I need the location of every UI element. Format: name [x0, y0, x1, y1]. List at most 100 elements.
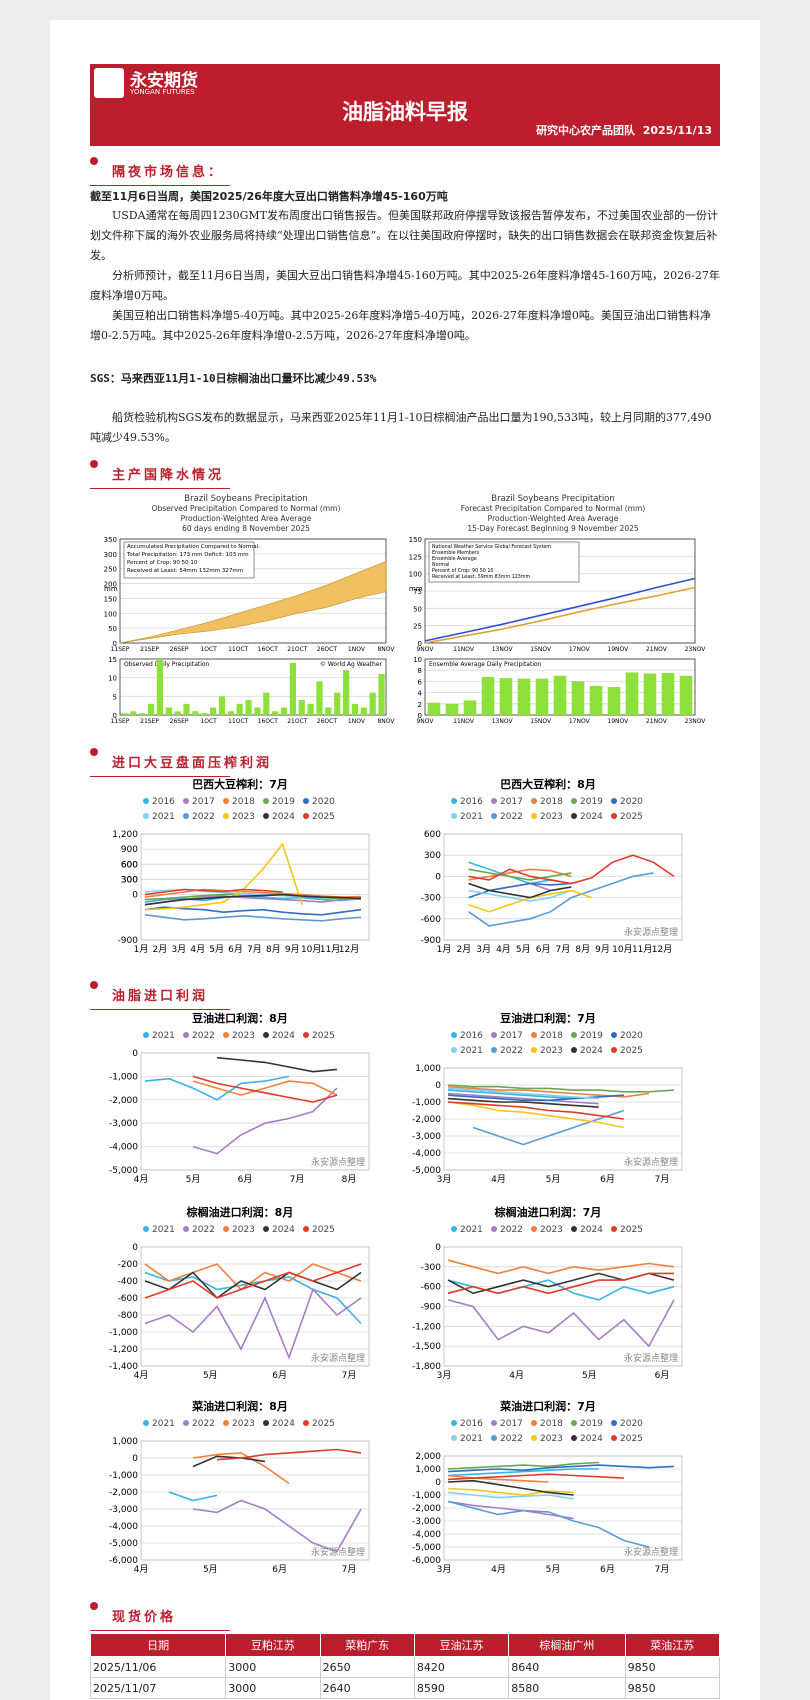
- legend-label: 2016: [152, 797, 175, 807]
- paragraph: USDA通常在每周四1230GMT发布周度出口销售报告。但美国联邦政府停摆导致该…: [90, 209, 718, 262]
- bar: [218, 696, 226, 715]
- x-tick-label: 1OCT: [200, 718, 217, 725]
- x-tick-label: 1月: [134, 944, 149, 955]
- y-tick-label: 8: [418, 667, 422, 675]
- chart-title: 60 days ending 8 November 2025: [182, 524, 310, 533]
- chart-title: 15-Day Forecast Beginning 9 November 202…: [467, 524, 639, 533]
- y-tick-label: 10: [108, 675, 117, 683]
- source-note: 永安源点整理: [624, 1156, 678, 1168]
- y-tick-label: -1,000: [412, 1098, 441, 1108]
- source-note: 永安源点整理: [624, 926, 678, 938]
- x-tick-label: 6月: [600, 1564, 615, 1575]
- series-line: [447, 1500, 650, 1548]
- x-tick-label: 4月: [134, 1370, 149, 1381]
- x-tick-label: 8月: [342, 1174, 357, 1185]
- report-meta: 研究中心农产品团队 2025/11/13: [536, 122, 712, 138]
- x-tick-label: 3月: [437, 1174, 452, 1185]
- y-tick-label: -6,000: [109, 1556, 138, 1566]
- x-tick-label: 7月: [655, 1564, 670, 1575]
- y-tick-label: -800: [118, 1311, 139, 1321]
- legend-marker: [611, 1420, 617, 1426]
- x-tick-label: 8NOV: [377, 718, 395, 725]
- bar: [589, 685, 603, 715]
- y-tick-label: 300: [424, 851, 441, 861]
- bar: [209, 707, 217, 715]
- legend-label: 2024: [580, 1046, 603, 1056]
- header-banner: 永安期货 YONGAN FUTURES 油脂油料早报 研究中心农产品团队 202…: [90, 64, 720, 146]
- legend-label: 2019: [272, 797, 295, 807]
- legend-marker: [611, 1047, 617, 1053]
- legend-marker: [223, 1226, 229, 1232]
- x-tick-label: 3月: [437, 1564, 452, 1575]
- series-line: [468, 889, 572, 902]
- paragraph: 美国豆粕出口销售料净增5-40万吨。其中2025-26年度料净增5-40万吨，2…: [90, 309, 711, 342]
- plot-frame: [443, 1455, 683, 1561]
- section-title: 现货价格: [90, 1602, 231, 1631]
- x-tick-label: 9月: [595, 944, 610, 955]
- legend-marker: [143, 798, 149, 804]
- x-tick-label: 9NOV: [416, 718, 434, 725]
- x-tick-label: 21OCT: [287, 646, 308, 653]
- y-tick-label: -1,200: [109, 1345, 138, 1355]
- source-note: 永安源点整理: [624, 1352, 678, 1364]
- y-tick-label: 200: [104, 581, 117, 589]
- series-line: [216, 1448, 362, 1461]
- x-tick-label: 11SEP: [111, 646, 130, 653]
- series-line: [447, 1491, 574, 1500]
- series-line: [144, 895, 362, 903]
- bar: [307, 703, 314, 715]
- legend-label: 2025: [312, 812, 335, 822]
- y-tick-label: -4,000: [109, 1522, 138, 1532]
- x-tick-label: 6月: [536, 944, 551, 955]
- x-tick-label: 2月: [456, 944, 471, 955]
- legend-label: 2025: [620, 1225, 643, 1235]
- chart-title: 棕榈油进口利润：7月: [494, 1205, 602, 1219]
- x-tick-label: 4月: [491, 1174, 506, 1185]
- series-line: [144, 893, 362, 906]
- legend-label: 2021: [460, 1046, 483, 1056]
- series-line: [468, 868, 572, 881]
- y-tick-label: 300: [104, 551, 117, 559]
- bar: [227, 711, 234, 715]
- bar: [679, 675, 693, 715]
- y-tick-label: -5,000: [109, 1539, 138, 1549]
- legend-marker: [571, 798, 577, 804]
- legend-label: 2023: [540, 1434, 563, 1444]
- legend-marker: [531, 813, 537, 819]
- bar: [625, 672, 639, 715]
- legend-marker: [183, 798, 189, 804]
- series-line: [447, 1299, 675, 1348]
- series-line: [447, 1097, 599, 1108]
- legend-marker: [491, 798, 497, 804]
- x-tick-label: 6月: [228, 944, 243, 955]
- column-header: 菜油江苏: [624, 1633, 721, 1657]
- series-line: [447, 1479, 574, 1496]
- x-tick-label: 5月: [516, 944, 531, 955]
- x-tick-label: 11NOV: [453, 646, 475, 653]
- legend-marker: [223, 798, 229, 804]
- legend-label: 2019: [580, 797, 603, 807]
- legend-label: 2019: [580, 1031, 603, 1041]
- bar: [298, 700, 305, 715]
- y-tick-label: 600: [424, 830, 441, 840]
- x-tick-label: 17NOV: [569, 718, 591, 725]
- legend-label: 2020: [620, 1031, 643, 1041]
- x-tick-label: 1OCT: [200, 646, 217, 653]
- y-tick-label: -3,000: [412, 1517, 441, 1527]
- legend-marker: [183, 1420, 189, 1426]
- x-tick-label: 11NOV: [453, 718, 475, 725]
- series-line: [472, 1109, 625, 1146]
- table-header-row: 日期 豆粕江苏 菜粕广东 豆油江苏 棕榈油广州 菜油江苏: [89, 1633, 721, 1657]
- column-header: 棕榈油广州: [508, 1633, 626, 1657]
- bar: [360, 707, 367, 715]
- y-tick-label: 350: [104, 536, 117, 544]
- y-tick-label: -600: [421, 915, 442, 925]
- plot-frame: [140, 1440, 370, 1561]
- legend-label: 2018: [232, 797, 255, 807]
- series-line: [447, 1259, 675, 1275]
- x-tick-label: 4月: [496, 944, 511, 955]
- legend-label: 2021: [152, 812, 175, 822]
- legend-label: 2018: [540, 1031, 563, 1041]
- bar: [201, 713, 208, 715]
- y-tick-label: 15: [108, 656, 117, 664]
